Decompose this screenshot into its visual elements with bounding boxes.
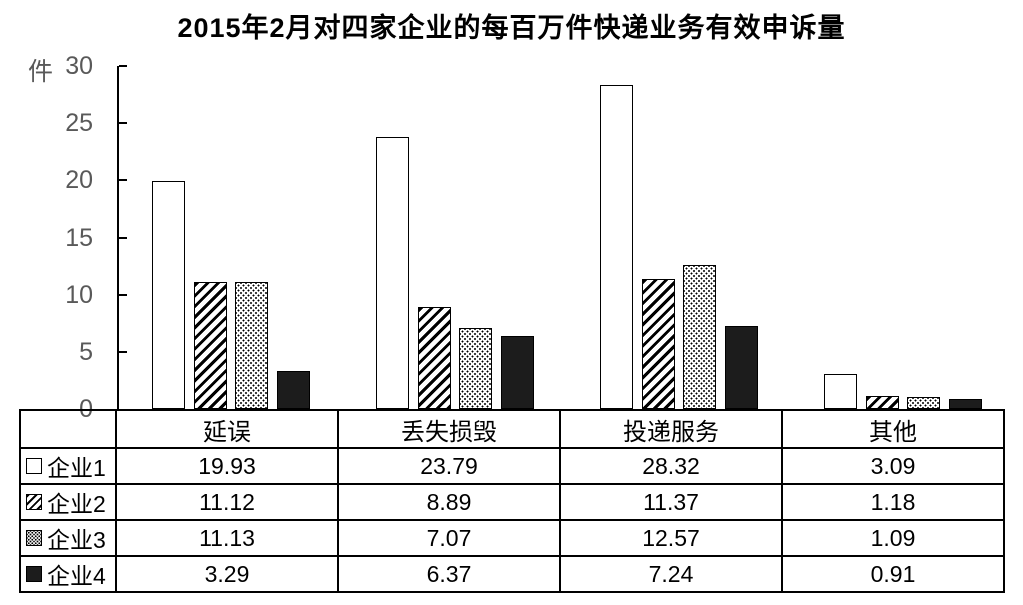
value-cell: 1.18 — [781, 483, 1005, 521]
series-name: 企业1 — [47, 455, 106, 481]
value-cell: 12.57 — [559, 519, 783, 557]
plot-area — [117, 65, 1015, 409]
legend-marker-icon — [26, 530, 42, 546]
data-table: 延误 丢失损毁 投递服务 其他企业1 19.93 23.79 28.32 3.09 企业2 11.… — [19, 409, 1005, 593]
legend-marker-icon — [26, 494, 42, 510]
bar-white — [152, 181, 185, 409]
y-axis-tick-label: 15 — [65, 223, 93, 252]
table-row: 企业1 19.93 23.79 28.32 3.09 — [19, 447, 1005, 485]
bar-dots — [459, 328, 492, 409]
y-axis-tick-label: 25 — [65, 109, 93, 138]
value-cell: 8.89 — [337, 483, 561, 521]
y-axis-tick-label: 30 — [65, 52, 93, 80]
table-corner-cell — [19, 409, 117, 449]
y-axis-tick — [119, 122, 127, 125]
legend-cell: 企业1 — [19, 447, 117, 485]
series-name: 企业3 — [47, 527, 106, 553]
bar-diagonal-hatch — [641, 279, 675, 409]
series-name: 企业2 — [47, 491, 106, 517]
legend-marker-icon — [26, 566, 42, 582]
y-axis-tick-label: 10 — [65, 280, 93, 309]
legend-entry: 企业3 — [21, 521, 115, 555]
bar-solid-black — [500, 336, 534, 409]
table-row: 企业4 3.29 6.37 7.24 0.91 — [19, 555, 1005, 593]
legend-cell: 企业4 — [19, 555, 117, 593]
legend-entry: 企业4 — [21, 557, 115, 591]
bar-diagonal-hatch — [865, 395, 899, 409]
value-cell: 28.32 — [559, 447, 783, 485]
value-cell: 7.07 — [337, 519, 561, 557]
value-cell: 6.37 — [337, 555, 561, 593]
category-header-cell: 其他 — [781, 409, 1005, 449]
legend-marker-icon — [26, 458, 42, 474]
category-header-cell: 延误 — [115, 409, 339, 449]
y-axis-tick-label: 5 — [79, 337, 93, 366]
chart-title: 2015年2月对四家企业的每百万件快递业务有效申诉量 — [177, 13, 846, 43]
legend-cell: 企业3 — [19, 519, 117, 557]
bar-dots — [235, 281, 268, 409]
value-cell: 0.91 — [781, 555, 1005, 593]
value-cell: 23.79 — [337, 447, 561, 485]
bar-diagonal-hatch — [417, 307, 451, 409]
bar-white — [376, 137, 409, 409]
table-row: 企业3 11.13 7.07 12.57 1.09 — [19, 519, 1005, 557]
legend-cell: 企业2 — [19, 483, 117, 521]
series-name: 企业4 — [47, 563, 106, 589]
bar-white — [824, 373, 857, 409]
value-cell: 3.29 — [115, 555, 339, 593]
y-axis-tick — [119, 350, 127, 353]
value-cell: 11.37 — [559, 483, 783, 521]
bar-dots — [907, 396, 940, 409]
bar-diagonal-hatch — [193, 281, 227, 409]
value-cell: 19.93 — [115, 447, 339, 485]
value-cell: 3.09 — [781, 447, 1005, 485]
value-cell: 11.13 — [115, 519, 339, 557]
bar-dots — [683, 265, 716, 409]
y-axis-tick — [119, 293, 127, 296]
table-header-row: 延误 丢失损毁 投递服务 其他 — [19, 409, 1005, 449]
y-axis-tick — [119, 65, 127, 67]
value-cell: 1.09 — [781, 519, 1005, 557]
category-header-cell: 投递服务 — [559, 409, 783, 449]
value-cell: 11.12 — [115, 483, 339, 521]
category-header-cell: 丢失损毁 — [337, 409, 561, 449]
bar-white — [600, 85, 633, 409]
y-axis-unit-label: 件 — [28, 58, 54, 86]
table-row: 企业2 11.12 8.89 11.37 1.18 — [19, 483, 1005, 521]
bar-solid-black — [948, 398, 982, 409]
value-cell: 7.24 — [559, 555, 783, 593]
y-axis-tick — [119, 179, 127, 182]
bar-solid-black — [724, 326, 758, 409]
bar-solid-black — [276, 371, 310, 409]
legend-entry: 企业1 — [21, 449, 115, 483]
y-axis-tick-label: 20 — [65, 166, 93, 195]
legend-entry: 企业2 — [21, 485, 115, 519]
y-axis-tick — [119, 236, 127, 239]
